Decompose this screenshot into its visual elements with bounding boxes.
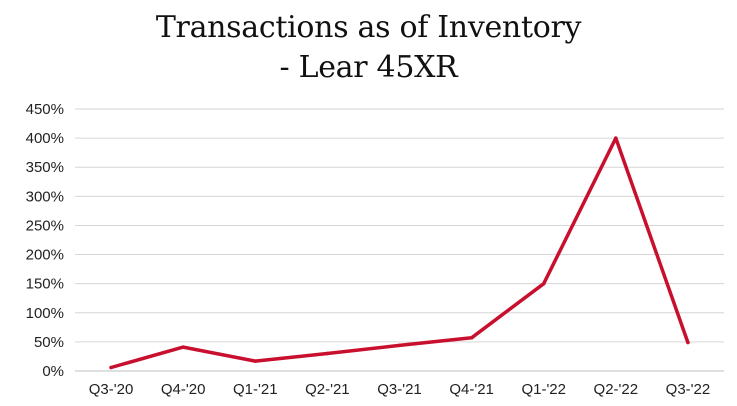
series-lines: [109, 136, 690, 370]
y-axis-tick-labels: 0% 50% 100% 150% 200% 250% 300% 350% 400% 450%: [26, 101, 64, 380]
y-tick-label: 450%: [26, 101, 64, 118]
x-tick-label: Q3-'21: [377, 381, 422, 398]
x-axis-tick-labels: Q3-'20 Q4-'20 Q1-'21 Q2-'21 Q3-'21 Q4-'21 Q1-'…: [89, 381, 710, 398]
data-point: [614, 136, 618, 140]
chart-title-line-2: - Lear 45XR: [279, 50, 458, 85]
data-point: [109, 365, 113, 370]
x-tick-label: Q4-'20: [161, 381, 206, 398]
x-tick-label: Q1-'21: [233, 381, 278, 398]
chart-title-line-1: Transactions as of Inventory: [155, 10, 582, 45]
data-point: [181, 345, 185, 349]
data-point: [397, 343, 402, 348]
x-tick-label: Q3-'22: [666, 381, 711, 398]
data-point: [686, 340, 690, 345]
data-point: [253, 359, 258, 363]
x-tick-label: Q2-'22: [594, 381, 639, 398]
y-tick-label: 100%: [26, 305, 64, 322]
data-point: [325, 351, 330, 356]
y-tick-label: 300%: [26, 188, 64, 205]
y-tick-label: 350%: [26, 159, 64, 176]
y-tick-label: 400%: [26, 130, 64, 147]
data-point: [469, 336, 474, 340]
y-tick-label: 50%: [34, 334, 64, 351]
x-tick-label: Q2-'21: [305, 381, 350, 398]
y-tick-label: 250%: [26, 217, 64, 234]
series-line: [109, 136, 690, 370]
y-tick-label: 150%: [26, 276, 64, 293]
y-tick-label: 0%: [42, 363, 64, 380]
x-tick-label: Q1-'22: [521, 381, 566, 398]
y-tick-label: 200%: [26, 247, 64, 264]
gridlines: [75, 108, 724, 372]
x-tick-label: Q3-'20: [89, 381, 134, 398]
data-point: [541, 281, 546, 286]
x-tick-label: Q4-'21: [449, 381, 494, 398]
